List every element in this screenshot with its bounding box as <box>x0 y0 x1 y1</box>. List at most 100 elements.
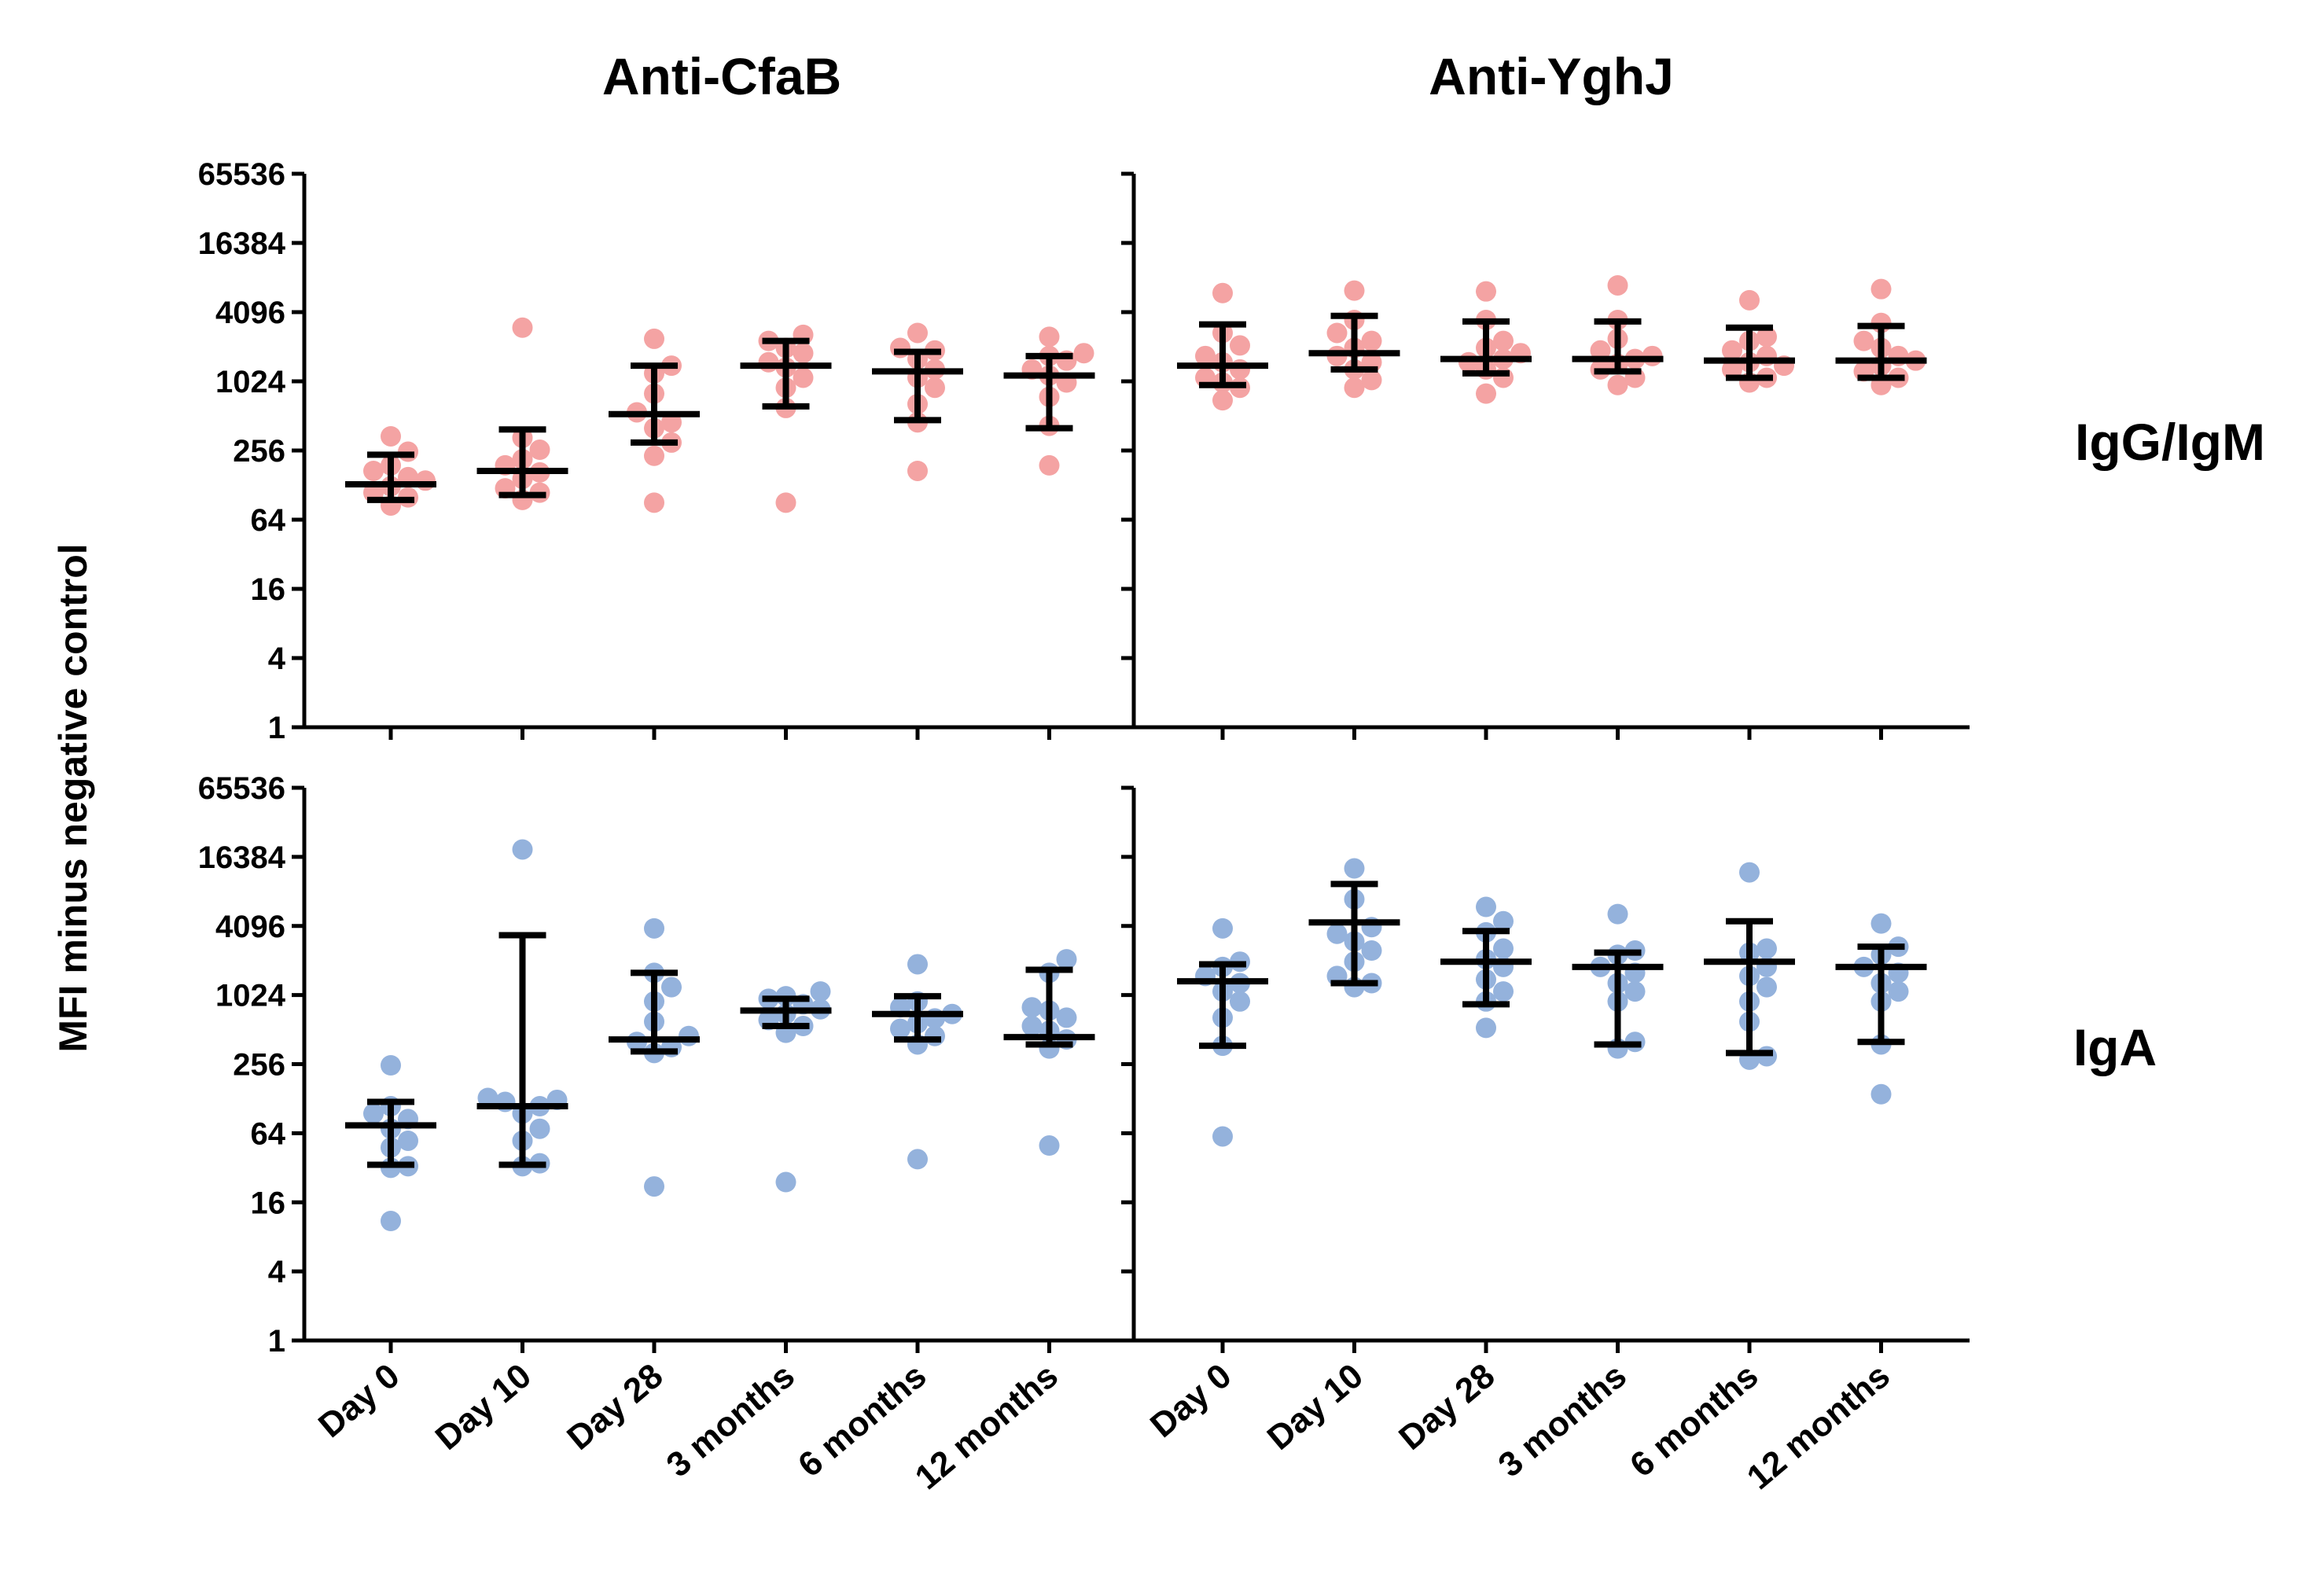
data-point <box>1021 1016 1043 1037</box>
data-point <box>1056 949 1077 970</box>
data-point <box>1590 340 1611 361</box>
x-tick-label: 12 months <box>1740 1356 1897 1497</box>
data-point <box>398 1130 418 1151</box>
data-point <box>1756 976 1777 998</box>
data-point <box>1739 862 1760 883</box>
y-tick-label: 1 <box>268 1324 285 1359</box>
data-point <box>1039 1135 1060 1157</box>
axes-iga-cfab: 1 4 16 64 256 1024 4096 16384 65536 Day 0 Day 10 Da… <box>198 771 1132 1497</box>
data-point <box>925 377 945 399</box>
data-point <box>1756 326 1777 348</box>
data-point <box>793 367 814 388</box>
y-tick-label: 65536 <box>198 157 285 192</box>
data-point <box>1870 278 1892 300</box>
data-point <box>1212 918 1233 939</box>
data-point <box>381 425 401 447</box>
data-point <box>644 918 664 939</box>
y-tick-label: 1 <box>268 711 285 745</box>
data-point <box>1739 289 1760 311</box>
data-point <box>1870 1083 1892 1105</box>
data-point <box>1476 1017 1496 1039</box>
data-point <box>1056 1007 1077 1028</box>
column-title-yghj: Anti-YghJ <box>1429 47 1674 105</box>
data-point <box>1326 923 1348 944</box>
data-point <box>679 1025 699 1046</box>
y-tick-label: 16384 <box>198 226 286 261</box>
row-label-iga: IgA <box>2073 1018 2157 1076</box>
x-tick-label: Day 10 <box>1260 1356 1370 1458</box>
data-point <box>644 1176 664 1197</box>
x-tick-label: 12 months <box>908 1356 1065 1497</box>
y-tick-label: 1024 <box>215 979 286 1013</box>
data-point <box>1344 858 1365 879</box>
panel-iga-cfab <box>345 839 1095 1232</box>
data-point <box>1039 326 1060 348</box>
x-tick-label: Day 28 <box>1392 1356 1502 1458</box>
data-point <box>890 1018 910 1039</box>
data-point <box>1073 343 1094 364</box>
data-point <box>1607 374 1628 395</box>
y-tick-label: 4096 <box>215 296 285 330</box>
data-point <box>1493 938 1514 959</box>
x-tick-label: Day 10 <box>429 1356 539 1458</box>
data-point <box>1756 938 1777 959</box>
data-point <box>1230 991 1250 1012</box>
data-point <box>1888 981 1909 1002</box>
data-point <box>644 492 664 513</box>
data-point <box>1607 903 1628 925</box>
data-point <box>477 1087 498 1109</box>
data-point <box>907 954 928 975</box>
panel-iga-yghj <box>1177 858 1927 1147</box>
panels: 1 4 16 64 256 1024 4096 16384 65536 1 4 16 64 256 1024… <box>198 157 1970 1497</box>
data-point <box>363 1103 384 1124</box>
data-point <box>529 1118 550 1139</box>
y-tick-label: 16 <box>251 572 286 607</box>
data-point <box>381 1055 401 1076</box>
data-point <box>793 343 814 364</box>
data-point <box>661 976 682 998</box>
data-point <box>1722 359 1742 380</box>
axes-igg-igm-yghj <box>1121 171 1883 740</box>
y-tick-label: 16 <box>251 1186 286 1220</box>
x-tick-label: Day 0 <box>311 1356 406 1445</box>
data-point <box>644 328 664 349</box>
data-point <box>363 460 384 481</box>
data-point <box>1476 383 1496 404</box>
y-tick-label: 4 <box>268 642 286 676</box>
data-point <box>1853 330 1874 351</box>
row-label-igg-igm: IgG/IgM <box>2075 413 2265 471</box>
data-point <box>1476 896 1496 918</box>
y-tick-label: 4 <box>268 1255 286 1289</box>
data-point <box>925 1025 945 1046</box>
data-point <box>1195 345 1216 366</box>
data-point <box>1212 1126 1233 1147</box>
data-point <box>907 322 928 344</box>
data-point <box>1039 454 1060 476</box>
data-point <box>1624 981 1646 1002</box>
y-tick-label: 65536 <box>198 771 285 806</box>
y-tick-label: 1024 <box>215 365 286 399</box>
data-point <box>1361 330 1382 351</box>
data-point <box>644 445 664 466</box>
data-point <box>1230 335 1250 356</box>
data-point <box>1361 370 1382 391</box>
data-point <box>512 839 533 860</box>
data-point <box>1361 940 1382 962</box>
data-point <box>758 351 779 373</box>
x-tick-label: Day 28 <box>560 1356 670 1458</box>
data-point <box>1607 274 1628 296</box>
data-point <box>529 439 550 461</box>
y-tick-label: 256 <box>233 434 285 469</box>
y-tick-label: 16384 <box>198 840 286 875</box>
y-tick-label: 256 <box>233 1048 285 1083</box>
x-tick-label: Day 0 <box>1143 1356 1238 1445</box>
data-point <box>1493 910 1514 932</box>
data-point <box>907 1149 928 1170</box>
y-tick-label: 64 <box>251 503 286 538</box>
data-point <box>1493 330 1514 351</box>
data-point <box>1458 351 1479 373</box>
data-point <box>775 1171 796 1193</box>
data-point <box>775 492 796 513</box>
